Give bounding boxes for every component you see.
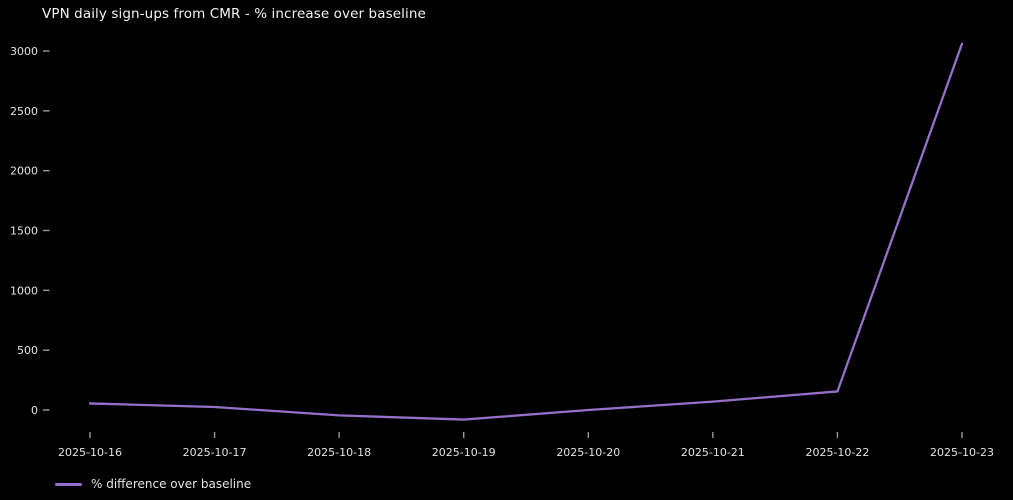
- x-tick-label: 2025-10-21: [681, 446, 745, 459]
- y-tick-label: 500: [17, 344, 38, 357]
- y-tick-label: 1500: [10, 225, 38, 238]
- x-tick-label: 2025-10-23: [930, 446, 994, 459]
- x-tick-label: 2025-10-18: [307, 446, 371, 459]
- y-tick-label: 2500: [10, 105, 38, 118]
- y-tick-label: 1000: [10, 284, 38, 297]
- y-tick-label: 0: [31, 404, 38, 417]
- legend-line-swatch: [55, 482, 82, 486]
- y-tick-label: 2000: [10, 165, 38, 178]
- chart-title: VPN daily sign-ups from CMR - % increase…: [42, 6, 426, 22]
- x-tick-label: 2025-10-19: [432, 446, 496, 459]
- x-tick-label: 2025-10-17: [183, 446, 247, 459]
- x-tick-label: 2025-10-16: [58, 446, 122, 459]
- x-tick-label: 2025-10-20: [556, 446, 620, 459]
- series-line: [88, 42, 964, 421]
- legend: % difference over baseline: [55, 477, 251, 491]
- x-tick-label: 2025-10-22: [805, 446, 869, 459]
- y-tick-label: 3000: [10, 45, 38, 58]
- legend-label: % difference over baseline: [91, 477, 252, 491]
